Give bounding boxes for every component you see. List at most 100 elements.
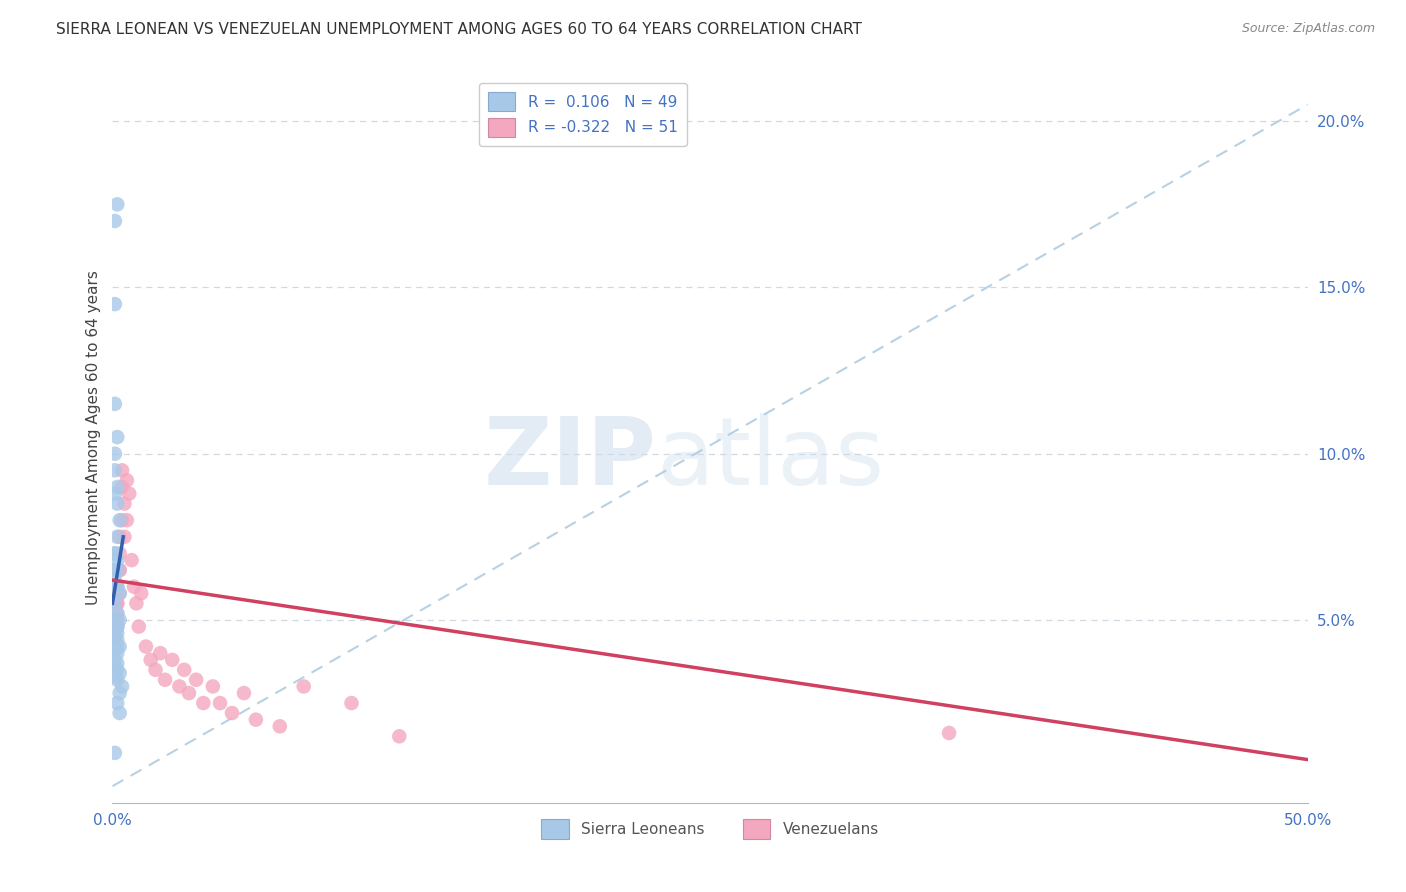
Point — [104, 659, 127, 673]
Point — [111, 680, 134, 694]
Point — [201, 680, 224, 694]
Point — [105, 430, 128, 444]
Point — [104, 653, 127, 667]
Point — [104, 447, 127, 461]
Point — [108, 640, 131, 654]
Point — [108, 513, 131, 527]
Point — [108, 613, 131, 627]
Point — [145, 663, 167, 677]
Point — [135, 640, 157, 654]
Point — [108, 586, 131, 600]
Point — [105, 580, 128, 594]
Point — [153, 673, 176, 687]
Point — [139, 653, 162, 667]
Point — [193, 696, 215, 710]
Point — [108, 666, 131, 681]
Point — [105, 607, 128, 621]
Point — [104, 636, 127, 650]
Point — [105, 613, 128, 627]
Point — [104, 630, 127, 644]
Point — [105, 619, 128, 633]
Point — [114, 530, 135, 544]
Point — [104, 746, 127, 760]
Point — [245, 713, 267, 727]
Point — [111, 513, 134, 527]
Point — [108, 563, 131, 577]
Point — [104, 613, 127, 627]
Point — [115, 513, 138, 527]
Point — [105, 586, 128, 600]
Point — [105, 663, 128, 677]
Point — [105, 596, 128, 610]
Point — [104, 486, 127, 500]
Point — [108, 546, 131, 560]
Y-axis label: Unemployment Among Ages 60 to 64 years: Unemployment Among Ages 60 to 64 years — [86, 269, 101, 605]
Point — [122, 580, 145, 594]
Point — [105, 646, 128, 660]
Point — [105, 696, 128, 710]
Point — [111, 480, 134, 494]
Point — [104, 463, 127, 477]
Point — [125, 596, 148, 610]
Point — [104, 573, 127, 587]
Point — [104, 669, 127, 683]
Point — [186, 673, 208, 687]
Point — [177, 686, 200, 700]
Point — [104, 546, 127, 560]
Point — [105, 619, 128, 633]
Point — [104, 626, 127, 640]
Point — [105, 563, 128, 577]
Point — [105, 607, 128, 621]
Point — [105, 673, 128, 687]
Point — [129, 586, 152, 600]
Point — [149, 646, 172, 660]
Point — [114, 497, 135, 511]
Point — [104, 613, 127, 627]
Point — [104, 596, 127, 610]
Point — [162, 653, 183, 667]
Text: Source: ZipAtlas.com: Source: ZipAtlas.com — [1241, 22, 1375, 36]
Legend: Sierra Leoneans, Venezuelans: Sierra Leoneans, Venezuelans — [534, 812, 886, 847]
Point — [118, 486, 141, 500]
Point — [388, 729, 411, 743]
Point — [104, 613, 127, 627]
Point — [108, 586, 131, 600]
Point — [169, 680, 191, 694]
Point — [221, 706, 243, 720]
Point — [128, 619, 150, 633]
Point — [104, 630, 127, 644]
Point — [105, 656, 128, 670]
Point — [111, 463, 134, 477]
Point — [269, 719, 291, 733]
Point — [104, 596, 127, 610]
Point — [104, 214, 127, 228]
Point — [209, 696, 232, 710]
Point — [104, 297, 127, 311]
Point — [173, 663, 195, 677]
Point — [108, 530, 131, 544]
Point — [104, 623, 127, 637]
Text: ZIP: ZIP — [484, 413, 657, 505]
Point — [105, 580, 128, 594]
Point — [105, 619, 128, 633]
Point — [105, 497, 128, 511]
Point — [121, 553, 143, 567]
Point — [108, 563, 131, 577]
Text: atlas: atlas — [657, 413, 884, 505]
Point — [105, 596, 128, 610]
Point — [104, 619, 127, 633]
Point — [340, 696, 363, 710]
Point — [938, 726, 960, 740]
Point — [104, 563, 127, 577]
Point — [105, 632, 128, 647]
Point — [105, 530, 128, 544]
Text: SIERRA LEONEAN VS VENEZUELAN UNEMPLOYMENT AMONG AGES 60 TO 64 YEARS CORRELATION : SIERRA LEONEAN VS VENEZUELAN UNEMPLOYMEN… — [56, 22, 862, 37]
Point — [104, 397, 127, 411]
Point — [105, 626, 128, 640]
Point — [105, 480, 128, 494]
Point — [115, 473, 138, 487]
Point — [292, 680, 315, 694]
Point — [105, 197, 128, 211]
Point — [104, 580, 127, 594]
Point — [105, 640, 128, 654]
